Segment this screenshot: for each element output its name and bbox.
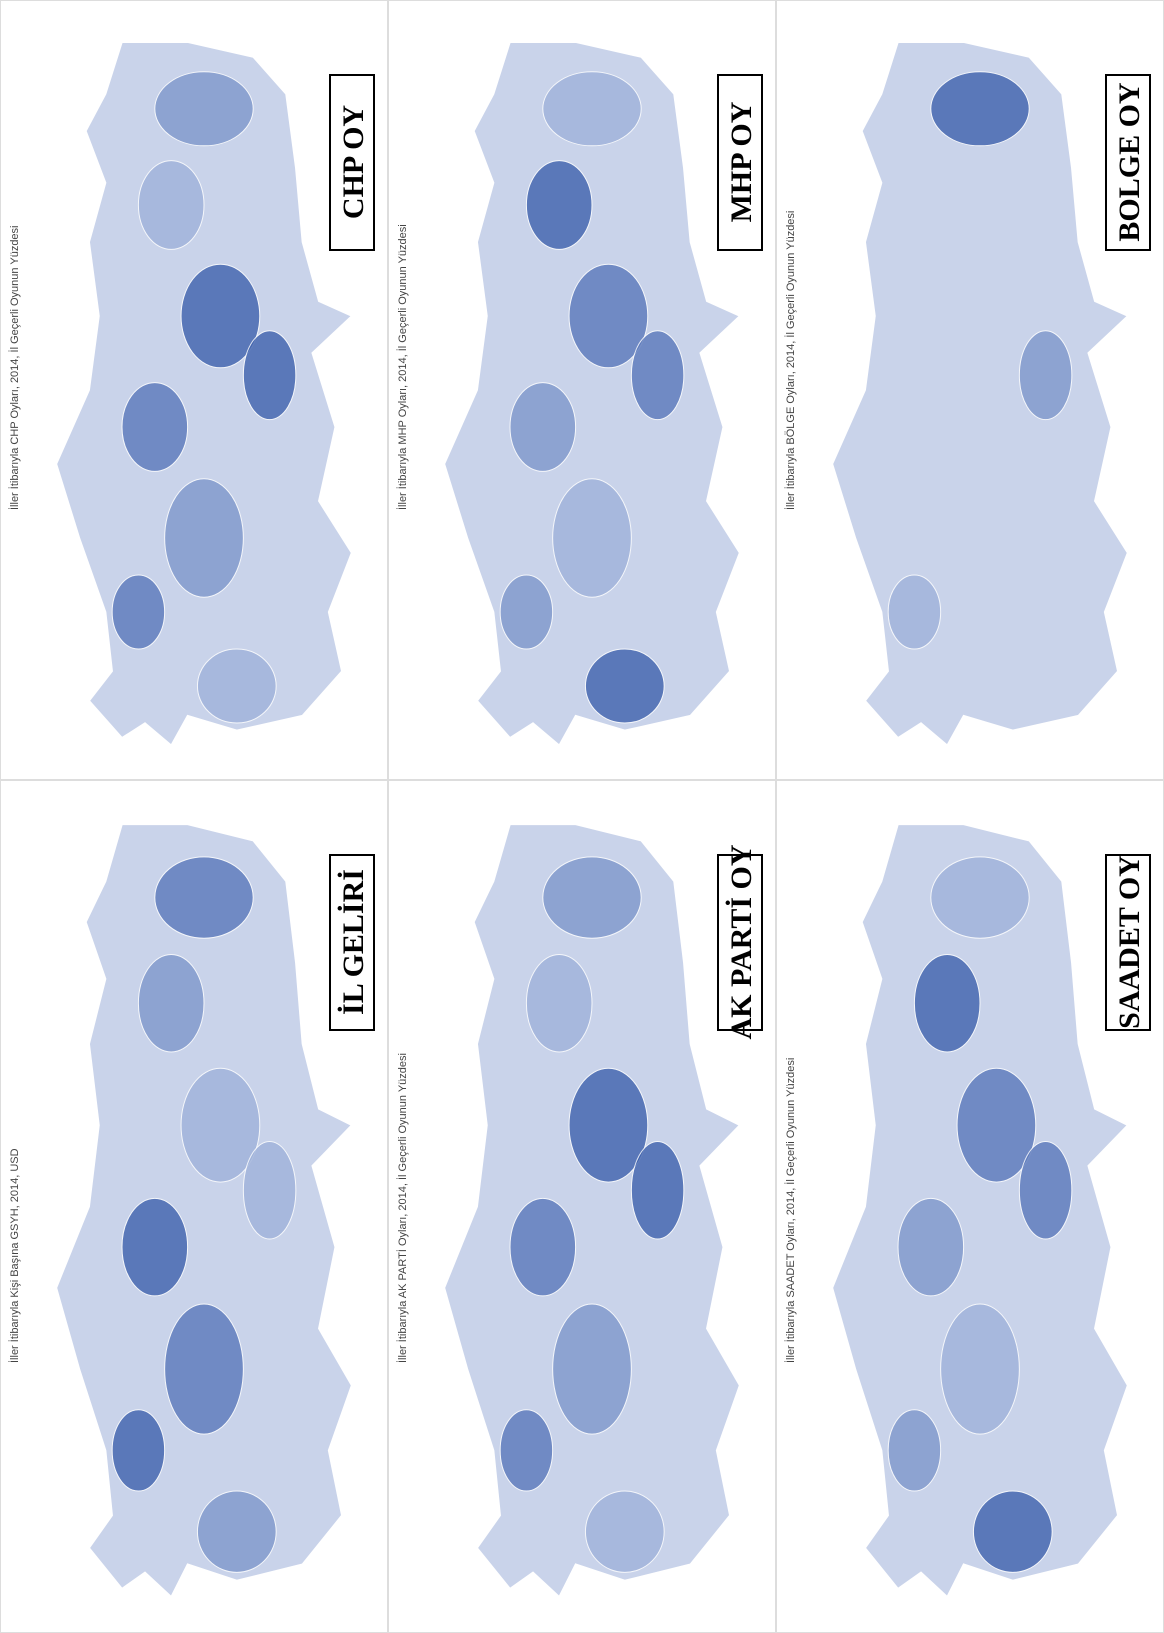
panel-title: MHP OY	[725, 101, 758, 222]
province-region	[112, 1410, 164, 1491]
province-region	[500, 1410, 552, 1491]
title-box: AK PARTİ OY	[718, 844, 762, 1039]
province-region	[197, 649, 276, 723]
panel-title: AK PARTİ OY	[725, 844, 758, 1039]
province-region	[543, 72, 641, 146]
province-region	[631, 1141, 683, 1239]
panel-subtitle: İller İtibarıyla SAADET Oyları, 2014, İl…	[784, 1058, 797, 1363]
province-region	[888, 1410, 940, 1491]
province-region	[631, 331, 683, 420]
province-region	[888, 575, 940, 649]
province-region	[197, 1491, 276, 1572]
province-region	[510, 383, 576, 472]
panel-subtitle: İller İtibarıyla AK PARTİ Oyları, 2014, …	[396, 1053, 409, 1363]
province-region	[243, 1141, 295, 1239]
panel-title: BOLGE OY	[1113, 82, 1146, 242]
title-box: SAADET OY	[1106, 855, 1150, 1030]
province-region	[585, 1491, 664, 1572]
panel-subtitle: İller İtibarıyla Kişi Başına GSYH, 2014,…	[8, 1148, 21, 1363]
province-region	[112, 575, 164, 649]
page: İller İtibarıyla CHP Oyları, 2014, İl Ge…	[0, 0, 1164, 1633]
province-region	[931, 857, 1029, 938]
province-region	[526, 954, 592, 1052]
province-region	[973, 1491, 1052, 1572]
province-region	[1019, 1141, 1071, 1239]
province-region	[138, 954, 204, 1052]
panel-subtitle: İller İtibarıyla MHP Oyları, 2014, İl Ge…	[396, 224, 409, 510]
province-region	[941, 1304, 1020, 1434]
province-region	[155, 857, 253, 938]
province-region	[165, 479, 244, 597]
province-region	[553, 479, 632, 597]
province-region	[914, 954, 980, 1052]
province-region	[543, 857, 641, 938]
province-region	[931, 72, 1029, 146]
province-region	[553, 1304, 632, 1434]
panel-title: SAADET OY	[1113, 855, 1146, 1029]
province-region	[526, 161, 592, 250]
title-box: İL GELİRİ	[330, 855, 374, 1030]
province-region	[1019, 331, 1071, 420]
province-region	[898, 1198, 964, 1296]
province-region	[165, 1304, 244, 1434]
province-region	[138, 161, 204, 250]
province-region	[585, 649, 664, 723]
panel-subtitle: İller İtibarıyla CHP Oyları, 2014, İl Ge…	[8, 226, 21, 511]
province-region	[500, 575, 552, 649]
title-box: CHP OY	[330, 75, 374, 250]
province-region	[243, 331, 295, 420]
province-region	[122, 383, 188, 472]
panel-subtitle: İller İtibarıyla BÖLGE Oyları, 2014, İl …	[784, 211, 797, 510]
province-region	[155, 72, 253, 146]
title-box: MHP OY	[718, 75, 762, 250]
panel-title: CHP OY	[337, 105, 370, 220]
province-region	[510, 1198, 576, 1296]
province-region	[122, 1198, 188, 1296]
panel-title: İL GELİRİ	[337, 869, 370, 1015]
title-box: BOLGE OY	[1106, 75, 1150, 250]
